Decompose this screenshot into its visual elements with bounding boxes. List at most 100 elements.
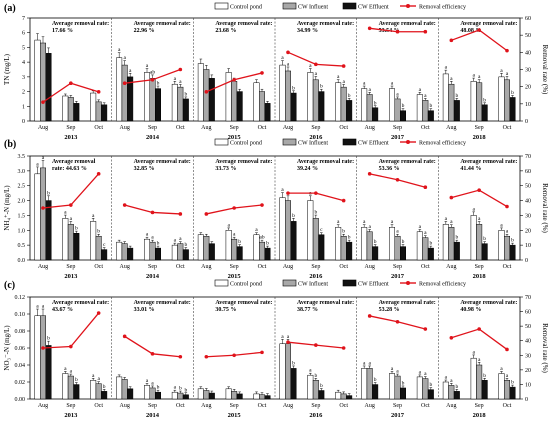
- removal-point: [505, 347, 509, 352]
- bar: [470, 81, 477, 122]
- y-tick-label: 2.5: [18, 184, 26, 190]
- y-tick-label: 5: [22, 45, 25, 51]
- bar: [509, 386, 516, 400]
- bar: [236, 91, 243, 122]
- x-tick-label: Oct: [258, 264, 267, 270]
- y-tick-label: 2.0: [18, 199, 26, 205]
- bar: [95, 235, 102, 261]
- significance-letter: ab: [150, 69, 155, 75]
- bar: [231, 238, 238, 261]
- significance-letter: a: [129, 68, 132, 74]
- bar: [203, 390, 210, 400]
- year-label: 2015: [228, 134, 242, 141]
- year-label: 2018: [473, 273, 487, 280]
- significance-letter: b: [157, 385, 160, 391]
- bar: [285, 200, 291, 261]
- bar: [225, 388, 232, 400]
- bar: [101, 104, 108, 122]
- year-group-2018: Average removal rate:41.44 %aabAugaabSep…: [442, 159, 517, 280]
- x-tick-label: Oct: [339, 403, 348, 409]
- removal-point: [341, 198, 346, 203]
- bar: [422, 100, 429, 122]
- bar: [442, 224, 449, 261]
- removal-point: [96, 172, 101, 176]
- significance-letter: b: [342, 229, 345, 235]
- significance-letter: a: [70, 216, 73, 222]
- significance-letter: b: [184, 387, 187, 393]
- significance-letter: c: [103, 242, 106, 248]
- significance-letter: b: [184, 242, 187, 248]
- x-tick-label: Sep: [393, 125, 402, 131]
- bar: [504, 235, 510, 261]
- year-group-2016: Average removal rate:38.77 %a abAugabbSep…: [279, 300, 354, 419]
- y-tick-label: 0: [22, 119, 25, 125]
- significance-letter: a: [36, 161, 39, 167]
- removal-point: [449, 195, 454, 200]
- bar: [40, 315, 46, 400]
- significance-letter: a: [363, 360, 366, 366]
- y-tick-label: 7: [22, 16, 25, 22]
- significance-letter: a: [445, 65, 448, 71]
- bar: [340, 86, 347, 122]
- x-tick-label: Sep: [148, 403, 157, 409]
- average-rate-label: Average removal rate:: [52, 21, 109, 27]
- significance-letter: a: [179, 236, 182, 242]
- year-label: 2018: [473, 134, 487, 141]
- x-tick-label: Aug: [364, 264, 374, 270]
- significance-letter: a: [97, 376, 100, 382]
- significance-letter: a: [174, 76, 177, 82]
- significance-letter: a: [123, 55, 126, 61]
- bar: [236, 246, 243, 261]
- significance-letter: b: [511, 90, 514, 96]
- x-tick-label: Aug: [446, 403, 456, 409]
- average-rate-value: 53.28 %: [379, 307, 400, 313]
- removal-point: [260, 203, 264, 207]
- bar: [155, 391, 161, 400]
- bar: [177, 86, 184, 122]
- bar: [340, 235, 347, 261]
- bar: [279, 197, 286, 261]
- bar: [470, 215, 477, 261]
- bar: [182, 394, 189, 400]
- bar: [171, 83, 178, 122]
- significance-letter: a: [419, 87, 422, 93]
- bar: [149, 241, 156, 261]
- bar: [442, 381, 449, 400]
- removal-point: [286, 191, 290, 195]
- year-group-2015: Average removal rate:30.75 % Aug Sep Oct 201…: [197, 300, 272, 419]
- bar: [264, 103, 271, 122]
- legend-swatch: [282, 279, 297, 287]
- significance-letter: b: [455, 384, 458, 390]
- x-tick-label: Aug: [119, 125, 129, 131]
- removal-point: [314, 191, 318, 195]
- year-label: 2015: [228, 412, 242, 419]
- significance-letter: a: [309, 63, 312, 69]
- significance-letter: b: [348, 93, 351, 99]
- year-label: 2018: [473, 412, 487, 419]
- significance-letter: a: [255, 227, 258, 233]
- y2-axis-label: Removal rate (%): [541, 323, 549, 373]
- removal-point: [178, 212, 183, 216]
- x-tick-label: Sep: [393, 264, 402, 270]
- x-tick-label: Aug: [364, 125, 374, 131]
- removal-point: [449, 336, 454, 340]
- removal-point: [341, 64, 346, 68]
- bar: [208, 78, 215, 122]
- y2-tick-label: 20: [525, 368, 531, 374]
- x-tick-label: Aug: [201, 125, 211, 131]
- y2-tick-label: 30: [525, 68, 531, 74]
- panel-label: (b): [4, 139, 16, 150]
- year-label: 2016: [309, 134, 323, 141]
- y2-axis-label: Removal rate (%): [541, 183, 549, 233]
- significance-letter: a: [281, 55, 284, 61]
- y-tick-label: 0.00: [15, 397, 26, 403]
- removal-point: [505, 48, 509, 53]
- y-tick-label: 0.02: [15, 380, 26, 386]
- significance-letter: a: [233, 232, 236, 238]
- significance-letter: a: [424, 371, 427, 377]
- average-rate-label: Average removal rate:: [215, 159, 272, 165]
- bar: [231, 391, 238, 400]
